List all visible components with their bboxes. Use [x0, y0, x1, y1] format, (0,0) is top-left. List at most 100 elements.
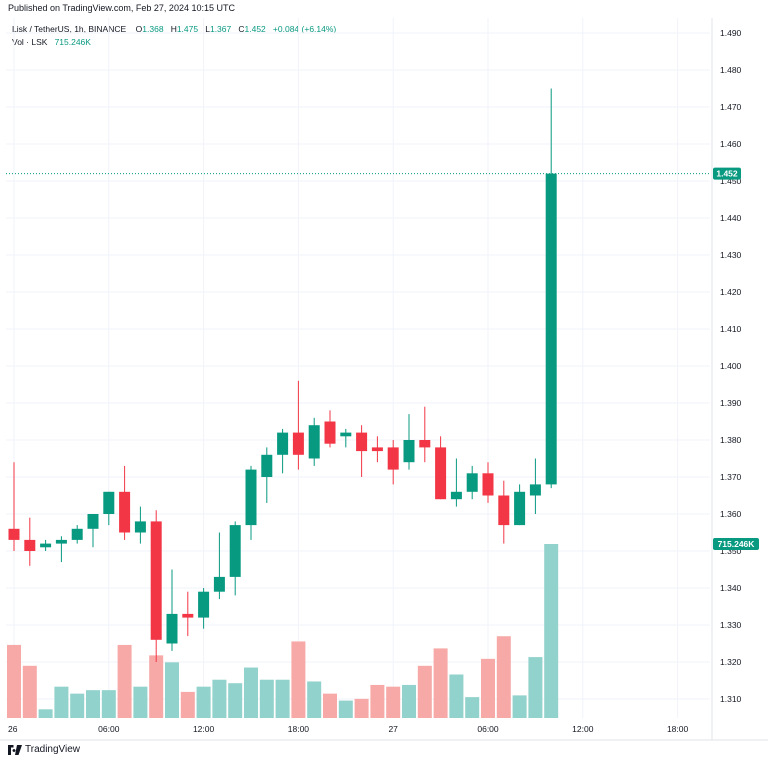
- open-label: O: [135, 24, 143, 34]
- low-value: 1.367: [209, 24, 232, 34]
- close-label: C: [238, 24, 245, 34]
- volume-value: 715.246K: [54, 37, 91, 47]
- volume-bar: [275, 679, 290, 718]
- last-price-badge: [713, 167, 741, 180]
- candle-body: [213, 576, 225, 592]
- candle-body: [403, 440, 415, 463]
- candle-body: [150, 521, 162, 640]
- y-tick-label: 1.360: [720, 509, 742, 519]
- volume-bar: [307, 681, 322, 718]
- candle-body: [340, 432, 352, 437]
- volume-label: Vol · LSK: [12, 37, 48, 47]
- candle-body: [40, 543, 52, 548]
- volume-bar: [528, 657, 543, 718]
- volume-legend: Vol · LSK 715.246K: [12, 37, 91, 47]
- candle-body: [182, 613, 194, 618]
- y-tick-label: 1.370: [720, 472, 742, 482]
- candle-body: [55, 539, 67, 544]
- change-value: +0.084 (+6.14%): [272, 24, 337, 34]
- y-tick-label: 1.320: [720, 657, 742, 667]
- volume-bar: [465, 697, 480, 718]
- candle-body: [450, 491, 462, 500]
- volume-bar: [149, 655, 164, 718]
- volume-bar: [481, 658, 495, 718]
- volume-bar: [180, 691, 195, 718]
- volume-bar: [165, 662, 179, 718]
- candle-body: [198, 591, 210, 618]
- candle-body: [87, 514, 99, 529]
- volume-bar: [291, 641, 306, 718]
- candle-body: [8, 528, 20, 540]
- last-volume-badge: [713, 538, 759, 550]
- volume-bar: [370, 684, 385, 718]
- x-tick-label: 26: [8, 724, 18, 734]
- x-tick-label: 06:00: [477, 724, 499, 734]
- candle-body: [166, 613, 178, 644]
- footer-brand: TradingView: [25, 744, 81, 755]
- candle-body: [134, 521, 146, 533]
- x-tick-label: 12:00: [193, 724, 215, 734]
- volume-bar: [38, 709, 53, 718]
- low-label: L: [205, 24, 210, 34]
- y-tick-label: 1.350: [720, 546, 742, 556]
- candle-body: [514, 491, 526, 526]
- volume-bar: [101, 690, 116, 718]
- y-tick-label: 1.490: [720, 28, 742, 38]
- y-tick-label: 1.410: [720, 324, 742, 334]
- symbol-legend: Lisk / TetherUS, 1h, BINANCE O1.368 H 1.4…: [12, 24, 336, 34]
- volume-bar: [433, 648, 448, 718]
- open-value: 1.368: [142, 24, 164, 34]
- volume-bar: [354, 698, 369, 718]
- y-tick-label: 1.440: [720, 213, 742, 223]
- candle-body: [24, 539, 36, 551]
- y-tick-label: 1.310: [720, 694, 742, 704]
- last-price-label: 1.452: [716, 169, 738, 179]
- candle-body: [545, 173, 557, 485]
- candle-body: [498, 495, 510, 526]
- volume-bar: [244, 667, 258, 718]
- candle-body: [387, 447, 399, 470]
- close-value: 1.452: [244, 24, 266, 34]
- candle-body: [324, 421, 336, 444]
- candle-body: [435, 447, 447, 500]
- candle-body: [277, 432, 289, 455]
- candle-body: [261, 454, 273, 477]
- candle-body: [371, 447, 383, 452]
- candle-body: [308, 425, 320, 459]
- volume-bar: [496, 636, 511, 718]
- symbol-name: Lisk / TetherUS, 1h, BINANCE: [12, 24, 127, 34]
- volume-bar: [259, 679, 274, 718]
- candle-body: [466, 473, 478, 492]
- x-tick-label: 12:00: [572, 724, 594, 734]
- volume-bar: [117, 644, 132, 718]
- last-volume-label: 715.246K: [718, 539, 756, 549]
- candle-body: [229, 525, 241, 577]
- volume-bar: [449, 674, 464, 718]
- x-tick-label: 27: [388, 724, 398, 734]
- candle-body: [103, 491, 115, 514]
- volume-bar: [133, 686, 148, 718]
- volume-bar: [544, 544, 559, 718]
- candle-body: [529, 484, 541, 496]
- candle-body: [419, 440, 431, 448]
- volume-bar: [22, 665, 37, 718]
- volume-bar: [512, 695, 527, 718]
- volume-bar: [196, 686, 211, 718]
- volume-bar: [70, 693, 85, 718]
- volume-bar: [338, 700, 353, 718]
- volume-bar: [402, 684, 416, 718]
- high-label: H: [170, 24, 177, 34]
- y-tick-label: 1.450: [720, 176, 742, 186]
- y-tick-label: 1.330: [720, 620, 742, 630]
- footer: TradingView: [8, 744, 80, 755]
- y-tick-label: 1.340: [720, 583, 742, 593]
- y-tick-label: 1.390: [720, 398, 742, 408]
- volume-bar: [323, 693, 337, 718]
- y-tick-label: 1.380: [720, 435, 742, 445]
- y-tick-label: 1.460: [720, 139, 742, 149]
- published-note: Published on TradingView.com, Feb 27, 20…: [8, 3, 235, 13]
- volume-bar: [212, 679, 227, 718]
- volume-bar: [386, 686, 401, 718]
- candle-body: [292, 432, 304, 455]
